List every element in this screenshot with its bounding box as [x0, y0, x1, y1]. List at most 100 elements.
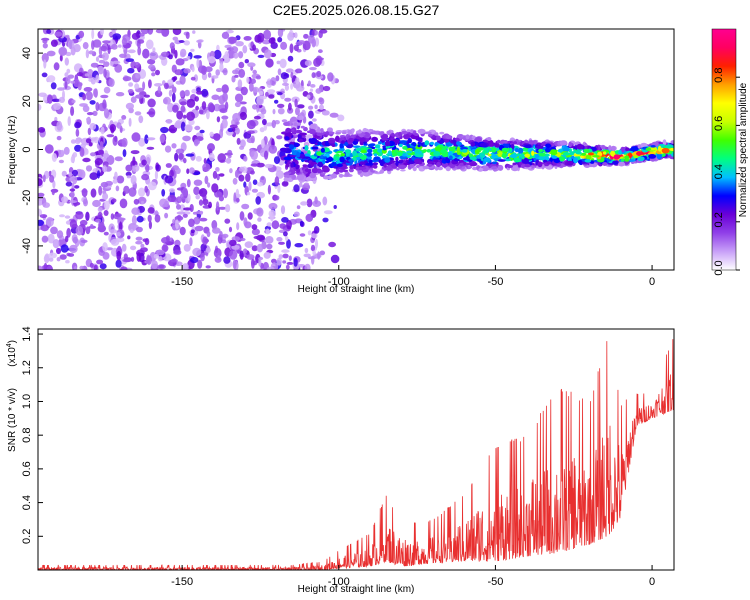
spectrogram-x-ticks: -150 -100 -50 0 — [171, 265, 655, 288]
spectrogram-signal-blob — [335, 153, 340, 157]
spectrogram-noise-blob — [250, 78, 256, 84]
spectrogram-noise-blob — [276, 237, 283, 242]
spectrogram-noise-blob — [88, 50, 95, 55]
spectrogram-signal-blob — [406, 150, 413, 154]
spectrogram-signal-blob — [624, 155, 630, 160]
spectrogram-noise-blob — [183, 157, 187, 164]
spectrogram-noise-blob — [279, 58, 287, 69]
spectrogram-signal-blob — [363, 143, 368, 146]
spectrogram-noise-blob — [266, 243, 273, 250]
spectrogram-noise-blob — [329, 112, 339, 118]
spectrogram-noise-blob — [235, 41, 244, 47]
spectrogram-noise-blob — [114, 135, 118, 142]
spectrogram-noise-blob — [198, 199, 204, 206]
spectrogram-noise-blob — [264, 49, 272, 59]
spectrogram-noise-blob — [89, 262, 94, 268]
spectrogram-signal-blob — [661, 147, 670, 154]
spectrogram-noise-blob — [214, 256, 222, 263]
spectrogram-signal-blob — [510, 144, 515, 150]
spectrogram-noise-blob — [280, 72, 288, 80]
spectrogram-noise-blob — [93, 264, 98, 270]
spectrogram-noise-blob — [95, 74, 100, 84]
spectrogram-noise-blob — [178, 40, 185, 43]
colorbar-tick-label: 0.0 — [713, 260, 725, 275]
spectrogram-noise-blob — [92, 199, 101, 208]
spectrogram-noise-blob — [207, 102, 215, 112]
spectrogram-noise-blob — [109, 124, 117, 132]
spectrogram-noise-blob — [277, 184, 281, 193]
spectrogram-noise-blob — [79, 147, 85, 158]
spectrogram-signal-blob — [584, 159, 592, 163]
spectrogram-noise-blob — [122, 258, 131, 263]
spectrogram-signal-blob — [463, 157, 470, 161]
spectrogram-noise-blob — [310, 244, 316, 252]
spectrogram-noise-blob — [163, 98, 168, 105]
spectrogram-signal-blob — [553, 157, 561, 164]
spectrogram-signal-blob — [414, 153, 420, 157]
spectrogram-signal-blob — [378, 141, 382, 145]
spectrogram-signal-blob — [321, 172, 326, 175]
spectrogram-noise-blob — [277, 108, 285, 115]
spectrogram-signal-blob — [444, 139, 450, 143]
spectrogram-noise-blob — [204, 66, 213, 73]
spectrogram-noise-blob — [261, 138, 265, 149]
spectrogram-noise-blob — [129, 229, 134, 234]
spectrogram-noise-blob — [314, 104, 318, 110]
spectrogram-signal-blob — [610, 145, 616, 152]
spectrogram-noise-blob — [142, 81, 146, 91]
spectrogram-signal-blob — [567, 160, 574, 166]
spectrogram-noise-blob — [53, 102, 61, 111]
spectrogram-noise-blob — [180, 121, 186, 132]
spectrogram-noise-blob — [125, 164, 133, 172]
spectrogram-noise-blob — [195, 194, 200, 200]
spectrogram-signal-blob — [412, 166, 417, 172]
spectrogram-noise-blob — [171, 92, 176, 103]
spectrogram-noise-blob — [315, 88, 322, 94]
spectrogram-noise-blob — [184, 89, 190, 97]
colorbar-label: Normalized spectral amplitude — [738, 82, 749, 217]
spectrogram-noise-blob — [244, 241, 253, 249]
spectrogram-noise-blob — [271, 138, 275, 148]
spectrogram-noise-blob — [85, 49, 90, 59]
spectrogram-noise-blob — [293, 184, 300, 193]
spectrogram-noise-blob — [276, 135, 283, 140]
spectrogram-signal-blob — [538, 148, 544, 153]
spectrogram-noise-blob — [64, 72, 69, 78]
spectrogram-noise-blob — [42, 40, 48, 44]
spectrogram-signal-blob — [602, 162, 608, 166]
spectrogram-noise-blob — [195, 105, 200, 111]
spectrogram-signal-blob — [330, 173, 337, 179]
spectrogram-noise-blob — [217, 191, 223, 198]
spectrogram-noise-blob — [135, 240, 143, 245]
spectrogram-signal-blob — [317, 141, 322, 145]
spectrogram-noise-blob — [49, 175, 55, 183]
spectrogram-noise-blob — [85, 226, 91, 235]
spectrogram-noise-blob — [227, 149, 233, 156]
colorbar-frame — [711, 28, 737, 271]
spectrogram-signal-blob — [551, 155, 558, 159]
spectrogram-noise-blob — [238, 174, 245, 182]
spectrogram-noise-blob — [246, 120, 256, 130]
spectrogram-signal-blob — [430, 141, 434, 146]
spectrogram-noise-blob — [122, 76, 132, 82]
spectrogram-noise-blob — [234, 93, 244, 103]
spectrogram-noise-blob — [234, 74, 239, 78]
spectrogram-signal-blob — [423, 131, 432, 135]
spectrogram-signal-blob — [368, 159, 373, 165]
spectrogram-signal-blob — [364, 137, 370, 142]
spectrogram-signal-blob — [352, 150, 357, 157]
spectrogram-signal-blob — [396, 167, 400, 171]
spectrogram-noise-blob — [64, 81, 68, 90]
spectrogram-noise-blob — [256, 207, 264, 217]
spectrogram-noise-blob — [238, 68, 246, 78]
spectrogram-noise-blob — [176, 110, 184, 120]
spectrogram-noise-blob — [232, 259, 237, 270]
spectrogram-noise-blob — [210, 75, 219, 79]
spectrogram-noise-blob — [213, 49, 222, 60]
spectrogram-signal-blob — [433, 150, 441, 157]
spectrogram-noise-blob — [221, 84, 229, 94]
spectrogram-signal-blob — [295, 160, 299, 165]
spectrogram-noise-blob — [288, 255, 292, 261]
spectrogram-noise-blob — [207, 143, 215, 152]
colorbar-tick-label: 0.4 — [713, 164, 725, 179]
